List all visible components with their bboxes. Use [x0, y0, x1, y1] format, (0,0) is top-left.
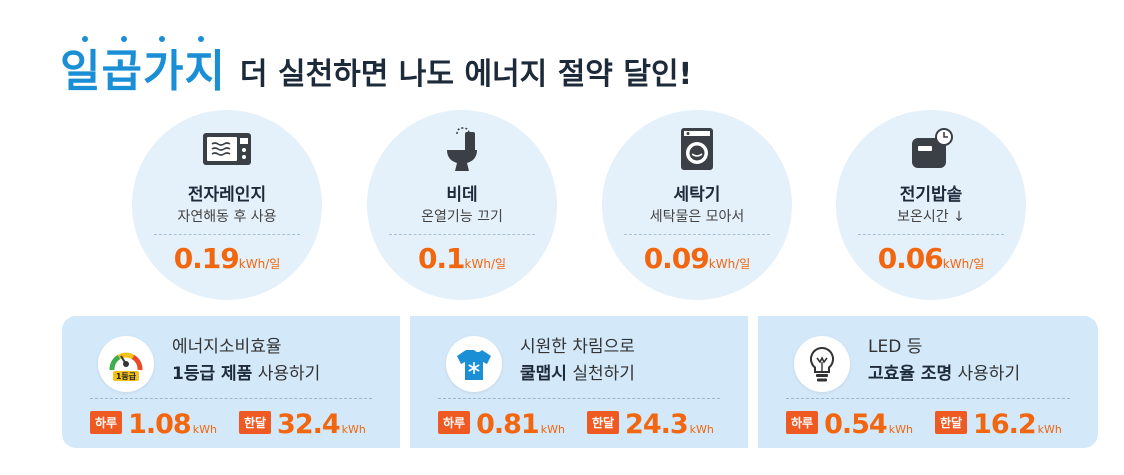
appliance-card-rice-cooker: 전기밥솥 보온시간 ↓ 0.06kWh/일 — [836, 110, 1026, 300]
appliance-card-bidet: 비데 온열기능 끄기 0.1kWh/일 — [367, 110, 557, 300]
appliance-name: 전자레인지 — [187, 185, 267, 205]
divider — [624, 234, 770, 235]
tip-subtitle: LED 등 — [868, 337, 923, 357]
appliance-name: 세탁기 — [673, 185, 721, 205]
saving-stats: 하루 1.08 kWh 한달 32.4 kWh — [90, 406, 388, 440]
tip-card-cool-biz: 시원한 차림으로 쿨맵시 실천하기 하루 0.81 kWh 한달 24.3 kW… — [410, 316, 748, 448]
toilet-bidet-icon — [447, 127, 477, 171]
saving-value: 0.06kWh/일 — [877, 242, 985, 275]
divider — [786, 398, 1070, 399]
tip-title: 쿨맵시 실천하기 — [520, 364, 635, 384]
title-accent-text: 일곱가지 — [60, 36, 226, 94]
appliance-tip: 보온시간 ↓ — [897, 209, 965, 225]
tip-subtitle: 시원한 차림으로 — [520, 337, 635, 357]
month-badge: 한달 — [934, 411, 968, 434]
appliance-card-washing-machine: 세탁기 세탁물은 모아서 0.09kWh/일 — [602, 110, 792, 300]
saving-stats: 하루 0.54 kWh 한달 16.2 kWh — [786, 406, 1084, 440]
month-unit: kWh — [1037, 423, 1062, 436]
rice-cooker-icon — [912, 128, 953, 168]
page-title: 일곱가지 더 실천하면 나도 에너지 절약 달인! — [60, 28, 692, 94]
month-unit: kWh — [689, 423, 714, 436]
day-value: 1.08 — [128, 409, 192, 440]
day-unit: kWh — [192, 423, 217, 436]
day-badge: 하루 — [438, 411, 471, 434]
day-badge: 하루 — [786, 411, 819, 434]
day-unit: kWh — [540, 423, 565, 436]
saving-value: 0.09kWh/일 — [643, 242, 751, 275]
divider — [389, 234, 535, 235]
efficiency-grade-gauge-icon: 1등급 — [98, 336, 154, 392]
divider — [438, 398, 720, 399]
month-badge: 한달 — [238, 411, 272, 434]
tip-title: 고효율 조명 사용하기 — [868, 364, 1021, 384]
month-unit: kWh — [341, 423, 366, 436]
divider — [154, 234, 300, 235]
saving-value: 0.19kWh/일 — [173, 242, 281, 275]
tip-card-led-lighting: LED 등 고효율 조명 사용하기 하루 0.54 kWh 한달 16.2 kW… — [758, 316, 1098, 448]
appliance-name: 전기밥솥 — [899, 185, 963, 205]
tip-title: 1등급 제품 사용하기 — [172, 364, 321, 384]
appliance-tip: 온열기능 끄기 — [421, 209, 503, 225]
saving-stats: 하루 0.81 kWh 한달 24.3 kWh — [438, 406, 736, 440]
day-unit: kWh — [888, 423, 913, 436]
day-value: 0.54 — [824, 409, 888, 440]
appliance-name: 비데 — [446, 185, 478, 205]
microwave-icon — [203, 133, 251, 165]
saving-value: 0.1kWh/일 — [417, 242, 507, 275]
title-emphasis-dots — [60, 36, 226, 42]
svg-text:1등급: 1등급 — [116, 372, 137, 381]
tip-card-efficiency-grade: 1등급 에너지소비효율 1등급 제품 사용하기 하루 1.08 kWh 한달 3… — [62, 316, 400, 448]
cool-shirt-icon — [446, 336, 502, 392]
month-value: 16.2 — [973, 409, 1037, 440]
led-bulb-icon — [794, 336, 850, 392]
appliance-tip: 세탁물은 모아서 — [649, 209, 745, 225]
day-badge: 하루 — [90, 411, 123, 434]
appliance-tip: 자연해동 후 사용 — [177, 209, 277, 225]
day-value: 0.81 — [476, 409, 540, 440]
tip-subtitle: 에너지소비효율 — [172, 337, 282, 357]
month-value: 32.4 — [277, 409, 341, 440]
divider — [90, 398, 372, 399]
title-main-text: 더 실천하면 나도 에너지 절약 달인! — [239, 57, 693, 92]
month-badge: 한달 — [586, 411, 620, 434]
divider — [858, 234, 1004, 235]
washing-machine-icon — [681, 128, 713, 170]
appliance-card-microwave: 전자레인지 자연해동 후 사용 0.19kWh/일 — [132, 110, 322, 300]
month-value: 24.3 — [625, 409, 689, 440]
